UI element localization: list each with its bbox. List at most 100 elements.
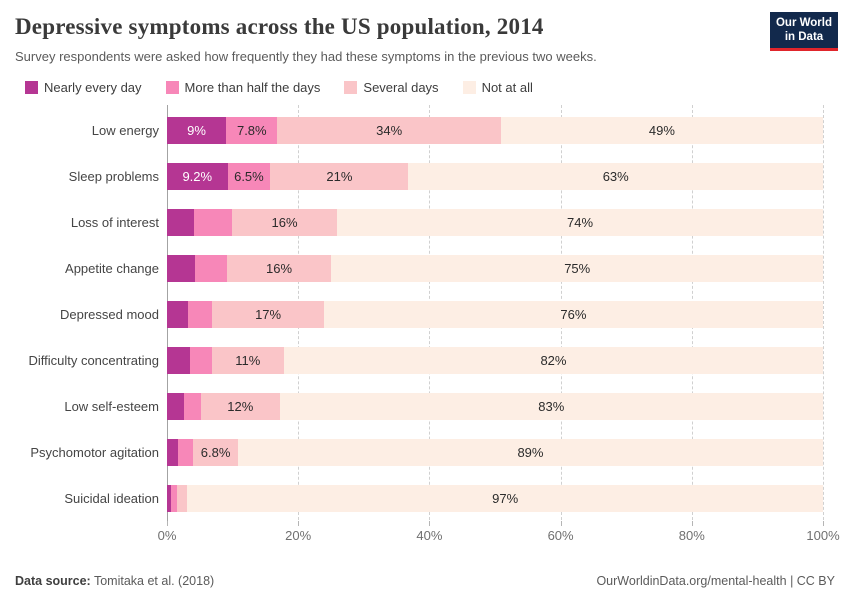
bar-value-label: 89% [517, 444, 544, 460]
bar-value-label: 17% [255, 306, 282, 322]
bar-value-label: 16% [266, 260, 293, 276]
bar-segment[interactable] [188, 300, 213, 328]
bar-segment[interactable] [167, 208, 194, 236]
category-label: Appetite change [65, 260, 159, 276]
bar-value-label: 9.2% [182, 168, 213, 184]
bar-segment[interactable] [194, 254, 227, 282]
axis-tick-label: 100% [806, 528, 840, 543]
axis-tick-mark [691, 521, 693, 526]
bar-segment[interactable]: 9.2% [167, 162, 228, 190]
chart-row: Low self-esteem 12% 83% [15, 383, 835, 429]
axis-tick-label: 20% [285, 528, 312, 543]
bar-segment[interactable]: 21% [270, 162, 409, 190]
bar-segment[interactable]: 11% [211, 346, 284, 374]
bar-segment[interactable] [170, 484, 178, 512]
legend-label: Nearly every day [44, 80, 142, 95]
bar-segment[interactable]: 7.8% [226, 116, 278, 144]
bar-segment[interactable] [167, 346, 190, 374]
chart-row: Loss of interest 16% 74% [15, 199, 835, 245]
bar-track: 11% 82% [167, 346, 823, 374]
chart: Low energy 9% 7.8% 34% 49% Sleep problems 9.2%… [15, 105, 840, 547]
legend-item[interactable]: Not at all [462, 80, 533, 95]
bar-segment[interactable] [177, 484, 188, 512]
bar-segment[interactable] [193, 208, 232, 236]
category-label: Psychomotor agitation [30, 444, 159, 460]
legend-item[interactable]: Several days [344, 80, 439, 95]
chart-row: Difficulty concentrating 11% 82% [15, 337, 835, 383]
bar-segment[interactable] [167, 392, 185, 420]
legend-label: Several days [363, 80, 439, 95]
bar-segment[interactable]: 34% [277, 116, 501, 144]
bar-segment[interactable]: 97% [187, 484, 823, 512]
legend-item[interactable]: Nearly every day [25, 80, 142, 95]
credit-link[interactable]: OurWorldinData.org/mental-health | CC BY [596, 574, 835, 588]
axis-tick-mark [167, 521, 168, 526]
chart-row: Depressed mood 17% 76% [15, 291, 835, 337]
bar-segment[interactable] [184, 392, 202, 420]
bar-value-label: 75% [564, 260, 591, 276]
bar-value-label: 7.8% [236, 122, 267, 138]
axis-tick-label: 0% [157, 528, 177, 543]
bar-segment[interactable]: 74% [337, 208, 823, 236]
chart-row: Sleep problems 9.2% 6.5% 21% 63% [15, 153, 835, 199]
bar-segment[interactable]: 83% [279, 392, 823, 420]
legend-label: Not at all [481, 80, 533, 95]
bar-segment[interactable] [167, 300, 188, 328]
bar-segment[interactable] [190, 346, 212, 374]
bar-segment[interactable]: 6.8% [193, 438, 238, 466]
bar-segment[interactable]: 12% [201, 392, 280, 420]
bar-segment[interactable]: 16% [232, 208, 338, 236]
category-label: Sleep problems [68, 168, 159, 184]
bar-value-label: 6.5% [234, 168, 264, 184]
chart-row: Psychomotor agitation 6.8% 89% [15, 429, 835, 475]
legend-swatch-icon [165, 81, 179, 94]
category-label: Loss of interest [70, 214, 159, 230]
axis-tick-label: 80% [678, 528, 705, 543]
bar-track: 16% 74% [167, 208, 823, 236]
bar-value-label: 34% [376, 122, 403, 138]
legend-item[interactable]: More than half the days [165, 80, 320, 95]
bar-value-label: 63% [602, 168, 629, 184]
bar-segment[interactable]: 9% [167, 116, 227, 144]
owid-logo-line1: Our World [775, 16, 832, 29]
owid-logo[interactable]: Our World in Data [770, 12, 838, 51]
header: Depressive symptoms across the US popula… [0, 0, 850, 64]
bar-value-label: 97% [492, 490, 519, 506]
chart-subtitle: Survey respondents were asked how freque… [15, 49, 597, 64]
chart-rows: Low energy 9% 7.8% 34% 49% Sleep problems 9.2%… [15, 105, 835, 525]
axis-tick-mark [298, 521, 300, 526]
bar-value-label: 74% [567, 214, 594, 230]
bar-value-label: 83% [538, 398, 565, 414]
footer: Data source: Tomitaka et al. (2018) OurW… [15, 574, 835, 588]
bar-segment[interactable] [167, 438, 179, 466]
bar-segment[interactable]: 75% [331, 254, 823, 282]
bar-value-label: 82% [540, 352, 567, 368]
bar-value-label: 6.8% [200, 444, 231, 460]
bar-segment[interactable] [167, 484, 171, 512]
bar-segment[interactable]: 6.5% [227, 162, 271, 190]
bar-track: 9.2% 6.5% 21% 63% [167, 162, 823, 190]
bar-segment[interactable]: 49% [500, 116, 823, 144]
bar-segment[interactable]: 82% [283, 346, 823, 374]
bar-value-label: 21% [326, 168, 353, 184]
bar-track: 9% 7.8% 34% 49% [167, 116, 823, 144]
bar-segment[interactable]: 16% [226, 254, 332, 282]
bar-value-label: 9% [187, 122, 206, 138]
bar-segment[interactable] [167, 254, 195, 282]
bar-value-label: 11% [235, 352, 261, 368]
bar-segment[interactable]: 63% [408, 162, 823, 190]
bar-track: 97% [167, 484, 823, 512]
legend-swatch-icon [344, 81, 358, 94]
x-axis: 0% 20% 40% 60% 80% 100% [158, 521, 840, 547]
bar-segment[interactable]: 89% [237, 438, 823, 466]
bar-segment[interactable] [178, 438, 194, 466]
bar-segment[interactable]: 76% [323, 300, 823, 328]
bar-segment[interactable]: 17% [212, 300, 324, 328]
category-label: Suicidal ideation [64, 490, 159, 506]
category-label: Low self-esteem [64, 398, 159, 414]
axis-tick-mark [560, 521, 562, 526]
chart-row: Appetite change 16% 75% [15, 245, 835, 291]
category-label: Depressed mood [60, 306, 159, 322]
bar-track: 17% 76% [167, 300, 823, 328]
